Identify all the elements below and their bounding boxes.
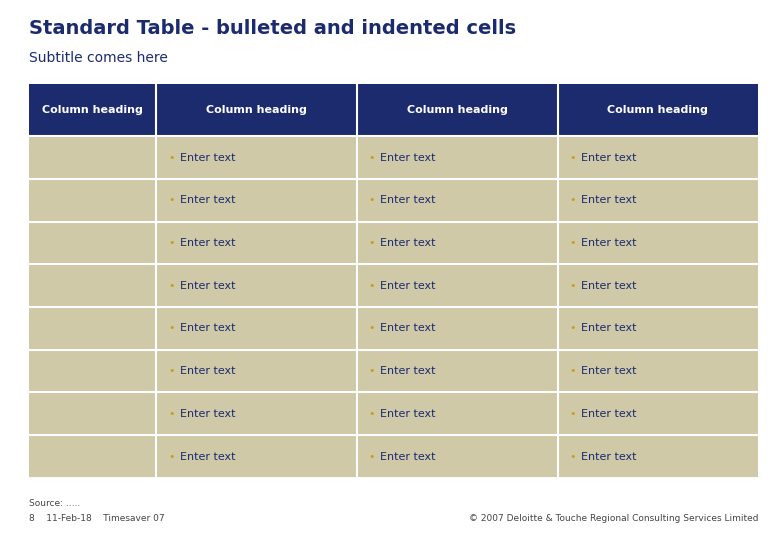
Text: •: •	[569, 153, 576, 163]
Text: Enter text: Enter text	[381, 238, 436, 248]
Text: •: •	[168, 153, 175, 163]
Bar	[157, 435, 357, 478]
Text: Column heading: Column heading	[207, 105, 307, 115]
Text: Enter text: Enter text	[180, 153, 236, 163]
Text: •: •	[168, 451, 175, 462]
Text: •: •	[168, 238, 175, 248]
Bar	[558, 307, 758, 350]
Text: •: •	[168, 323, 175, 333]
Bar	[558, 350, 758, 393]
Text: Column heading: Column heading	[407, 105, 508, 115]
Text: Standard Table - bulleted and indented cells: Standard Table - bulleted and indented c…	[29, 19, 516, 38]
Bar	[558, 393, 758, 435]
Bar	[357, 435, 558, 478]
Bar	[357, 393, 558, 435]
Bar	[29, 136, 157, 179]
Text: •: •	[369, 195, 375, 205]
Bar	[157, 307, 357, 350]
Text: Enter text: Enter text	[581, 409, 636, 419]
Text: •: •	[569, 451, 576, 462]
Bar	[558, 435, 758, 478]
Text: •: •	[569, 366, 576, 376]
Text: •: •	[168, 409, 175, 419]
Text: Enter text: Enter text	[381, 281, 436, 291]
Text: 8    11-Feb-18    Timesaver 07: 8 11-Feb-18 Timesaver 07	[29, 514, 165, 523]
Text: Enter text: Enter text	[381, 409, 436, 419]
Text: Column heading: Column heading	[42, 105, 143, 115]
Bar	[357, 307, 558, 350]
Text: Enter text: Enter text	[180, 366, 236, 376]
Bar	[157, 136, 357, 179]
Text: Enter text: Enter text	[381, 153, 436, 163]
Text: •: •	[369, 409, 375, 419]
Text: © 2007 Deloitte & Touche Regional Consulting Services Limited: © 2007 Deloitte & Touche Regional Consul…	[469, 514, 758, 523]
Bar	[157, 350, 357, 393]
Text: Enter text: Enter text	[180, 323, 236, 333]
Bar	[157, 179, 357, 221]
Bar	[357, 350, 558, 393]
Bar	[357, 221, 558, 265]
Text: •: •	[168, 366, 175, 376]
Text: Enter text: Enter text	[581, 323, 636, 333]
Text: Enter text: Enter text	[381, 451, 436, 462]
Text: Enter text: Enter text	[581, 153, 636, 163]
Bar	[29, 435, 157, 478]
Bar	[29, 265, 157, 307]
Text: •: •	[369, 281, 375, 291]
Bar	[357, 136, 558, 179]
Bar	[29, 221, 157, 265]
Text: Enter text: Enter text	[180, 195, 236, 205]
Bar	[558, 221, 758, 265]
Text: Enter text: Enter text	[180, 451, 236, 462]
Text: Enter text: Enter text	[581, 366, 636, 376]
Bar	[558, 136, 758, 179]
Text: •: •	[569, 195, 576, 205]
Text: Enter text: Enter text	[581, 195, 636, 205]
Bar	[157, 393, 357, 435]
Bar	[157, 221, 357, 265]
Text: •: •	[569, 281, 576, 291]
Bar	[357, 265, 558, 307]
Text: •: •	[369, 366, 375, 376]
Text: •: •	[168, 195, 175, 205]
Text: Enter text: Enter text	[180, 409, 236, 419]
Text: Enter text: Enter text	[581, 238, 636, 248]
Text: •: •	[168, 281, 175, 291]
Bar	[157, 84, 357, 136]
Text: Column heading: Column heading	[608, 105, 708, 115]
Bar	[558, 265, 758, 307]
Text: •: •	[369, 451, 375, 462]
Bar	[29, 307, 157, 350]
Text: •: •	[369, 153, 375, 163]
Text: Enter text: Enter text	[381, 323, 436, 333]
Text: •: •	[369, 323, 375, 333]
Text: Subtitle comes here: Subtitle comes here	[29, 51, 168, 65]
Bar	[558, 84, 758, 136]
Bar	[29, 350, 157, 393]
Text: Source: .....: Source: .....	[29, 500, 80, 509]
Bar	[29, 393, 157, 435]
Bar	[29, 84, 157, 136]
Text: Enter text: Enter text	[381, 366, 436, 376]
Text: Enter text: Enter text	[180, 281, 236, 291]
Bar	[558, 179, 758, 221]
Text: Enter text: Enter text	[381, 195, 436, 205]
Text: Enter text: Enter text	[180, 238, 236, 248]
Bar	[157, 265, 357, 307]
Text: •: •	[569, 238, 576, 248]
Text: •: •	[369, 238, 375, 248]
Bar	[29, 179, 157, 221]
Text: Enter text: Enter text	[581, 451, 636, 462]
Text: •: •	[569, 409, 576, 419]
Bar	[357, 84, 558, 136]
Text: •: •	[569, 323, 576, 333]
Bar	[357, 179, 558, 221]
Text: Enter text: Enter text	[581, 281, 636, 291]
